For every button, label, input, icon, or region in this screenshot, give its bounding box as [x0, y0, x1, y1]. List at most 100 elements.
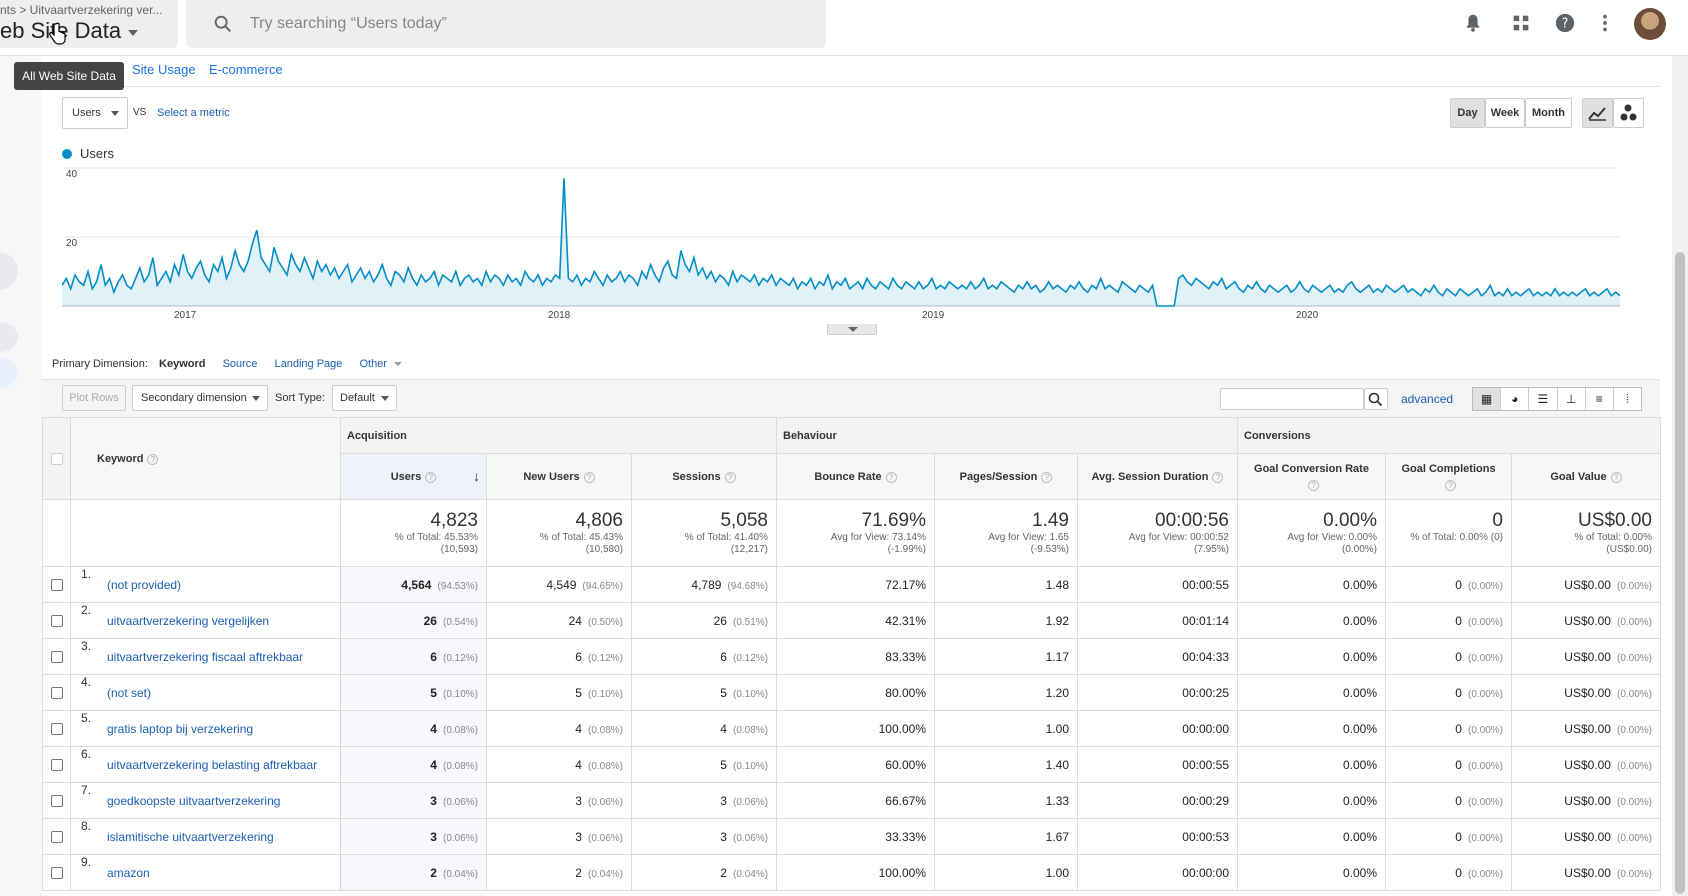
dimension-source[interactable]: Source	[222, 358, 258, 370]
nav-item[interactable]	[0, 252, 18, 290]
help-icon[interactable]: ?	[425, 471, 437, 483]
performance-view-icon[interactable]: ☰	[1529, 388, 1558, 410]
col-goal-conv-rate[interactable]: Goal Conversion Rate?	[1237, 453, 1386, 500]
users-cell: 5 (0.10%)	[340, 674, 487, 711]
col-keyword[interactable]: Keyword?	[70, 417, 341, 500]
pie-view-icon[interactable]: ◕	[1501, 388, 1530, 410]
goal-value-cell: US$0.00 (0.00%)	[1511, 746, 1661, 783]
chart-collapse-handle[interactable]	[827, 324, 877, 335]
week-button[interactable]: Week	[1485, 98, 1525, 128]
motion-chart-button[interactable]	[1613, 98, 1644, 128]
tab-site-usage[interactable]: Site Usage	[132, 62, 196, 77]
row-checkbox[interactable]	[50, 795, 63, 808]
sort-type-dropdown[interactable]: Default	[332, 385, 397, 411]
help-icon[interactable]: ?	[1610, 471, 1622, 483]
help-icon[interactable]: ?	[583, 471, 595, 483]
term-cloud-view-icon[interactable]: ≡	[1586, 388, 1614, 410]
col-new-users-label: New Users	[523, 470, 580, 483]
search-bar[interactable]: Try searching “Users today”	[186, 0, 826, 48]
users-cell: 4 (0.08%)	[340, 710, 487, 747]
row-checkbox[interactable]	[50, 831, 63, 844]
pivot-view-icon[interactable]: ⦙	[1626, 392, 1629, 406]
more-vert-icon[interactable]	[1594, 12, 1616, 34]
bell-icon[interactable]	[1462, 12, 1484, 34]
users-line-chart[interactable]	[62, 160, 1620, 320]
users-value: 4,564	[401, 577, 432, 592]
keyword-link[interactable]: gratis laptop bij verzekering	[107, 721, 254, 736]
month-button[interactable]: Month	[1525, 98, 1572, 128]
row-checkbox[interactable]	[50, 579, 63, 592]
breadcrumb[interactable]: nts > Uitvaartverzekering ver...	[0, 3, 163, 17]
table-view-icon[interactable]: ▦	[1473, 388, 1502, 410]
col-new-users[interactable]: New Users?	[486, 453, 632, 500]
account-selector[interactable]: nts > Uitvaartverzekering ver... eb Site…	[0, 0, 178, 48]
select-all-checkbox[interactable]	[50, 452, 63, 465]
nav-item-active[interactable]	[0, 358, 18, 388]
keyword-link[interactable]: (not provided)	[107, 577, 182, 592]
keyword-link[interactable]: islamitische uitvaartverzekering	[107, 829, 274, 844]
tab-ecommerce[interactable]: E-commerce	[209, 62, 283, 77]
table-filter-input[interactable]	[1220, 388, 1364, 410]
help-icon[interactable]: ?	[1445, 479, 1456, 491]
filter-search-button[interactable]	[1364, 388, 1388, 410]
keyword-link[interactable]: uitvaartverzekering belasting aftrekbaar	[107, 757, 318, 772]
keyword-cell: 5. gratis laptop bij verzekering	[70, 710, 341, 747]
col-goal-value[interactable]: Goal Value?	[1511, 453, 1661, 500]
goal-completions-percent: (0.00%)	[1467, 832, 1503, 844]
goal-conv-rate-cell: 0.00%	[1237, 602, 1386, 639]
keyword-link[interactable]: uitvaartverzekering vergelijken	[107, 613, 270, 628]
col-avg-session[interactable]: Avg. Session Duration?	[1077, 453, 1238, 500]
dimension-landing-page[interactable]: Landing Page	[274, 358, 343, 370]
keyword-link[interactable]: goedkoopste uitvaartverzekering	[107, 793, 281, 808]
new-users-cell: 5 (0.10%)	[486, 674, 632, 711]
avatar[interactable]	[1634, 8, 1666, 40]
dimension-other[interactable]: Other	[359, 358, 387, 370]
row-checkbox[interactable]	[50, 759, 63, 772]
goal-value-value: US$0.00	[1564, 685, 1611, 700]
help-icon[interactable]: ?	[1308, 479, 1319, 491]
chevron-down-icon[interactable]	[128, 30, 138, 36]
col-users[interactable]: Users? ↓	[340, 453, 487, 500]
y-tick-label: 20	[66, 238, 78, 249]
line-chart-button[interactable]	[1582, 98, 1613, 128]
apps-grid-icon[interactable]	[1510, 12, 1532, 34]
row-checkbox[interactable]	[50, 615, 63, 628]
metric-dropdown[interactable]: Users	[62, 97, 128, 129]
nav-item[interactable]	[0, 322, 18, 352]
comparison-view-icon[interactable]: ⊥	[1558, 388, 1586, 410]
help-icon[interactable]: ?	[885, 471, 897, 483]
tooltip: All Web Site Data	[14, 62, 124, 90]
users-percent: (0.54%)	[442, 616, 478, 628]
total-avg-session: 00:00:56 Avg for View: 00:00:52 (7.95%)	[1077, 499, 1238, 567]
page-scrollbar[interactable]	[1672, 56, 1688, 896]
plot-rows-button[interactable]: Plot Rows	[62, 385, 126, 411]
keyword-link[interactable]: uitvaartverzekering fiscaal aftrekbaar	[107, 649, 304, 664]
row-checkbox[interactable]	[50, 651, 63, 664]
col-sessions[interactable]: Sessions?	[631, 453, 777, 500]
dimension-keyword[interactable]: Keyword	[159, 358, 206, 370]
col-goal-completions[interactable]: Goal Completions?	[1385, 453, 1512, 500]
pages-session-value: 1.33	[1045, 793, 1069, 808]
select-metric-link[interactable]: Select a metric	[157, 107, 230, 119]
total-value: 5,058	[720, 510, 768, 531]
help-icon[interactable]: ?	[1554, 12, 1576, 34]
series-line	[62, 178, 1620, 307]
pages-session-cell: 1.48	[934, 566, 1078, 603]
advanced-filter-link[interactable]: advanced	[1401, 392, 1454, 406]
users-value: 4	[430, 757, 437, 772]
table-row: 7. goedkoopste uitvaartverzekering 3 (0.06…	[42, 782, 1661, 819]
row-checkbox[interactable]	[50, 867, 63, 880]
help-icon[interactable]: ?	[1041, 471, 1053, 483]
keyword-link[interactable]: amazon	[107, 865, 150, 880]
scrollbar-thumb[interactable]	[1675, 252, 1685, 894]
row-checkbox[interactable]	[50, 723, 63, 736]
help-icon[interactable]: ?	[724, 471, 736, 483]
day-button[interactable]: Day	[1450, 98, 1485, 128]
keyword-link[interactable]: (not set)	[107, 685, 152, 700]
secondary-dimension-dropdown[interactable]: Secondary dimension	[132, 385, 268, 411]
row-checkbox[interactable]	[50, 687, 63, 700]
help-icon[interactable]: ?	[1212, 471, 1224, 483]
col-bounce-rate[interactable]: Bounce Rate?	[776, 453, 935, 500]
help-icon[interactable]: ?	[147, 453, 159, 465]
col-pages-session[interactable]: Pages/Session?	[934, 453, 1078, 500]
